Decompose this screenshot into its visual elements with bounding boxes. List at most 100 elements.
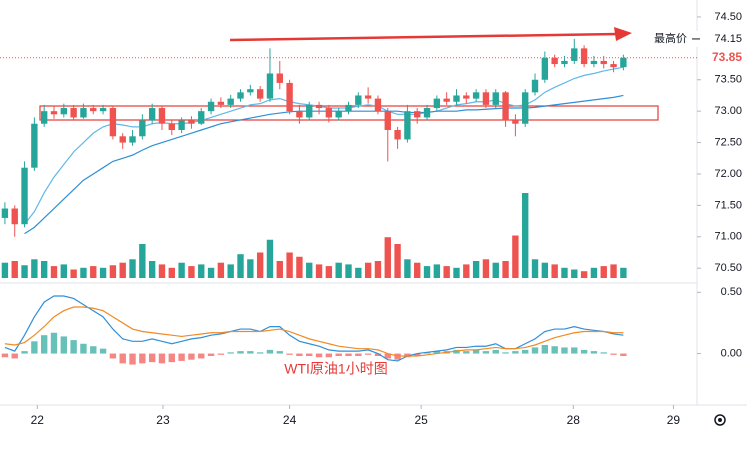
- volume-bar: [21, 265, 28, 278]
- volume-bar: [335, 262, 342, 278]
- volume-bar: [414, 262, 421, 278]
- volume-bar: [168, 267, 175, 278]
- macd-histogram: [463, 351, 470, 354]
- candle-body: [472, 92, 480, 99]
- x-tick-label: 23: [156, 413, 170, 427]
- macd-histogram: [286, 353, 293, 355]
- candle-body: [620, 57, 627, 68]
- volume-bar: [158, 264, 166, 278]
- volume-bar: [502, 261, 509, 278]
- volume-bar: [600, 266, 607, 278]
- volume-bar: [580, 271, 588, 278]
- candle-body: [364, 95, 372, 99]
- macd-line: [4, 295, 624, 362]
- candle-body: [168, 123, 175, 131]
- volume-bar: [531, 259, 539, 278]
- volume-bar: [355, 267, 362, 278]
- volume-bar: [492, 262, 499, 278]
- candle-body: [31, 123, 38, 168]
- candle-body: [198, 111, 205, 124]
- volume-bar: [276, 261, 283, 278]
- volume-bar: [119, 262, 126, 278]
- candle-body: [522, 92, 529, 124]
- macd-histogram: [31, 341, 38, 354]
- candle-body: [600, 60, 607, 65]
- macd-histogram: [423, 352, 431, 354]
- macd-histogram: [80, 343, 87, 354]
- macd-histogram: [1, 353, 9, 358]
- macd-histogram: [40, 335, 48, 354]
- macd-histogram: [561, 347, 568, 354]
- candle-body: [21, 167, 28, 225]
- volume-bar: [374, 261, 382, 278]
- candle-body: [355, 95, 362, 105]
- candle-body: [50, 111, 58, 115]
- macd-histogram: [315, 353, 323, 358]
- macd-histogram: [70, 340, 77, 354]
- candle-body: [266, 73, 274, 99]
- volume-bar: [80, 267, 87, 278]
- volume-bar: [296, 256, 303, 278]
- macd-histogram: [266, 349, 274, 354]
- volume-bar: [227, 264, 234, 278]
- volume-bar: [237, 254, 244, 278]
- high-price-name: 最高价: [654, 31, 687, 45]
- macd-histogram: [139, 353, 146, 364]
- macd-histogram: [512, 351, 519, 354]
- macd-histogram: [364, 353, 372, 355]
- volume-bar: [1, 262, 9, 278]
- candle-body: [70, 108, 77, 118]
- macd-histogram: [394, 353, 401, 360]
- macd-histogram: [188, 353, 195, 360]
- volume-bar: [345, 264, 352, 278]
- volume-bar: [90, 266, 97, 278]
- volume-bar: [148, 261, 156, 278]
- macd-histogram: [109, 353, 117, 359]
- macd-histogram: [198, 353, 205, 359]
- candle-body: [463, 95, 470, 99]
- volume-bar: [11, 261, 18, 278]
- macd-histogram: [11, 353, 18, 359]
- macd-histogram: [178, 353, 185, 361]
- candle-body: [394, 130, 401, 140]
- volume-bar: [453, 267, 460, 278]
- macd-histogram: [600, 352, 607, 354]
- candle-body: [610, 64, 617, 68]
- macd-histogram: [207, 353, 215, 357]
- macd-histogram: [580, 349, 588, 354]
- volume-bar: [207, 267, 215, 278]
- settings-icon[interactable]: [714, 414, 726, 426]
- volume-bar: [364, 262, 372, 278]
- candle-body: [286, 82, 293, 112]
- volume-bar: [50, 266, 58, 278]
- volume-bar: [512, 235, 519, 278]
- volume-bar: [610, 264, 617, 278]
- candle-body: [551, 57, 558, 65]
- candle-body: [139, 120, 146, 137]
- x-tick-label: 25: [414, 413, 428, 427]
- x-tick-label: 28: [567, 413, 581, 427]
- candle-body: [571, 48, 578, 61]
- volume-bar: [571, 269, 578, 278]
- trend-arrow: [229, 32, 619, 42]
- macd-histogram: [433, 351, 441, 354]
- macd-histogram: [99, 348, 107, 354]
- candle-body: [119, 136, 126, 143]
- x-tick-label: 22: [31, 413, 45, 427]
- candle-body: [129, 136, 136, 143]
- volume-bar: [286, 252, 293, 278]
- y-tick-label: 73.00: [714, 105, 742, 117]
- volume-bar: [482, 259, 490, 278]
- macd-histogram: [453, 349, 460, 354]
- high-price-label: 74.15: [714, 33, 742, 45]
- volume-bar: [99, 267, 107, 278]
- volume-bar: [198, 264, 205, 278]
- macd-histogram: [531, 347, 539, 354]
- candle-body: [453, 95, 460, 102]
- macd-histogram: [482, 351, 490, 354]
- volume-bar: [541, 262, 549, 278]
- macd-histogram: [168, 353, 175, 363]
- x-tick-label: 24: [283, 413, 297, 427]
- candle-body: [335, 111, 342, 118]
